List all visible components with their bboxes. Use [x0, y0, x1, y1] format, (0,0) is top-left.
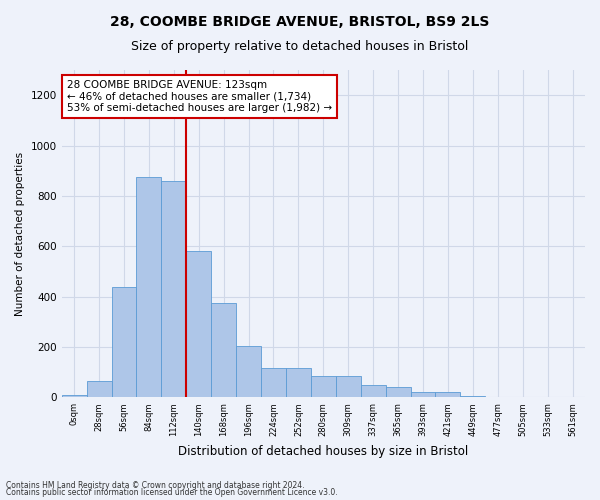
Bar: [410, 392, 436, 398]
Bar: [236, 346, 261, 398]
Bar: [336, 376, 361, 398]
Bar: [211, 303, 236, 398]
Bar: [286, 368, 311, 398]
Text: 28, COOMBE BRIDGE AVENUE, BRISTOL, BS9 2LS: 28, COOMBE BRIDGE AVENUE, BRISTOL, BS9 2…: [110, 15, 490, 29]
Text: 28 COOMBE BRIDGE AVENUE: 123sqm
← 46% of detached houses are smaller (1,734)
53%: 28 COOMBE BRIDGE AVENUE: 123sqm ← 46% of…: [67, 80, 332, 113]
Bar: [436, 392, 460, 398]
Bar: [161, 181, 186, 398]
Bar: [62, 395, 86, 398]
X-axis label: Distribution of detached houses by size in Bristol: Distribution of detached houses by size …: [178, 444, 469, 458]
Bar: [485, 396, 510, 398]
Bar: [186, 252, 211, 398]
Bar: [86, 381, 112, 398]
Bar: [311, 376, 336, 398]
Bar: [510, 397, 535, 398]
Text: Contains HM Land Registry data © Crown copyright and database right 2024.: Contains HM Land Registry data © Crown c…: [6, 480, 305, 490]
Bar: [386, 387, 410, 398]
Text: Size of property relative to detached houses in Bristol: Size of property relative to detached ho…: [131, 40, 469, 53]
Bar: [460, 396, 485, 398]
Bar: [136, 177, 161, 398]
Text: Contains public sector information licensed under the Open Government Licence v3: Contains public sector information licen…: [6, 488, 338, 497]
Bar: [361, 384, 386, 398]
Bar: [261, 368, 286, 398]
Bar: [112, 286, 136, 398]
Y-axis label: Number of detached properties: Number of detached properties: [15, 152, 25, 316]
